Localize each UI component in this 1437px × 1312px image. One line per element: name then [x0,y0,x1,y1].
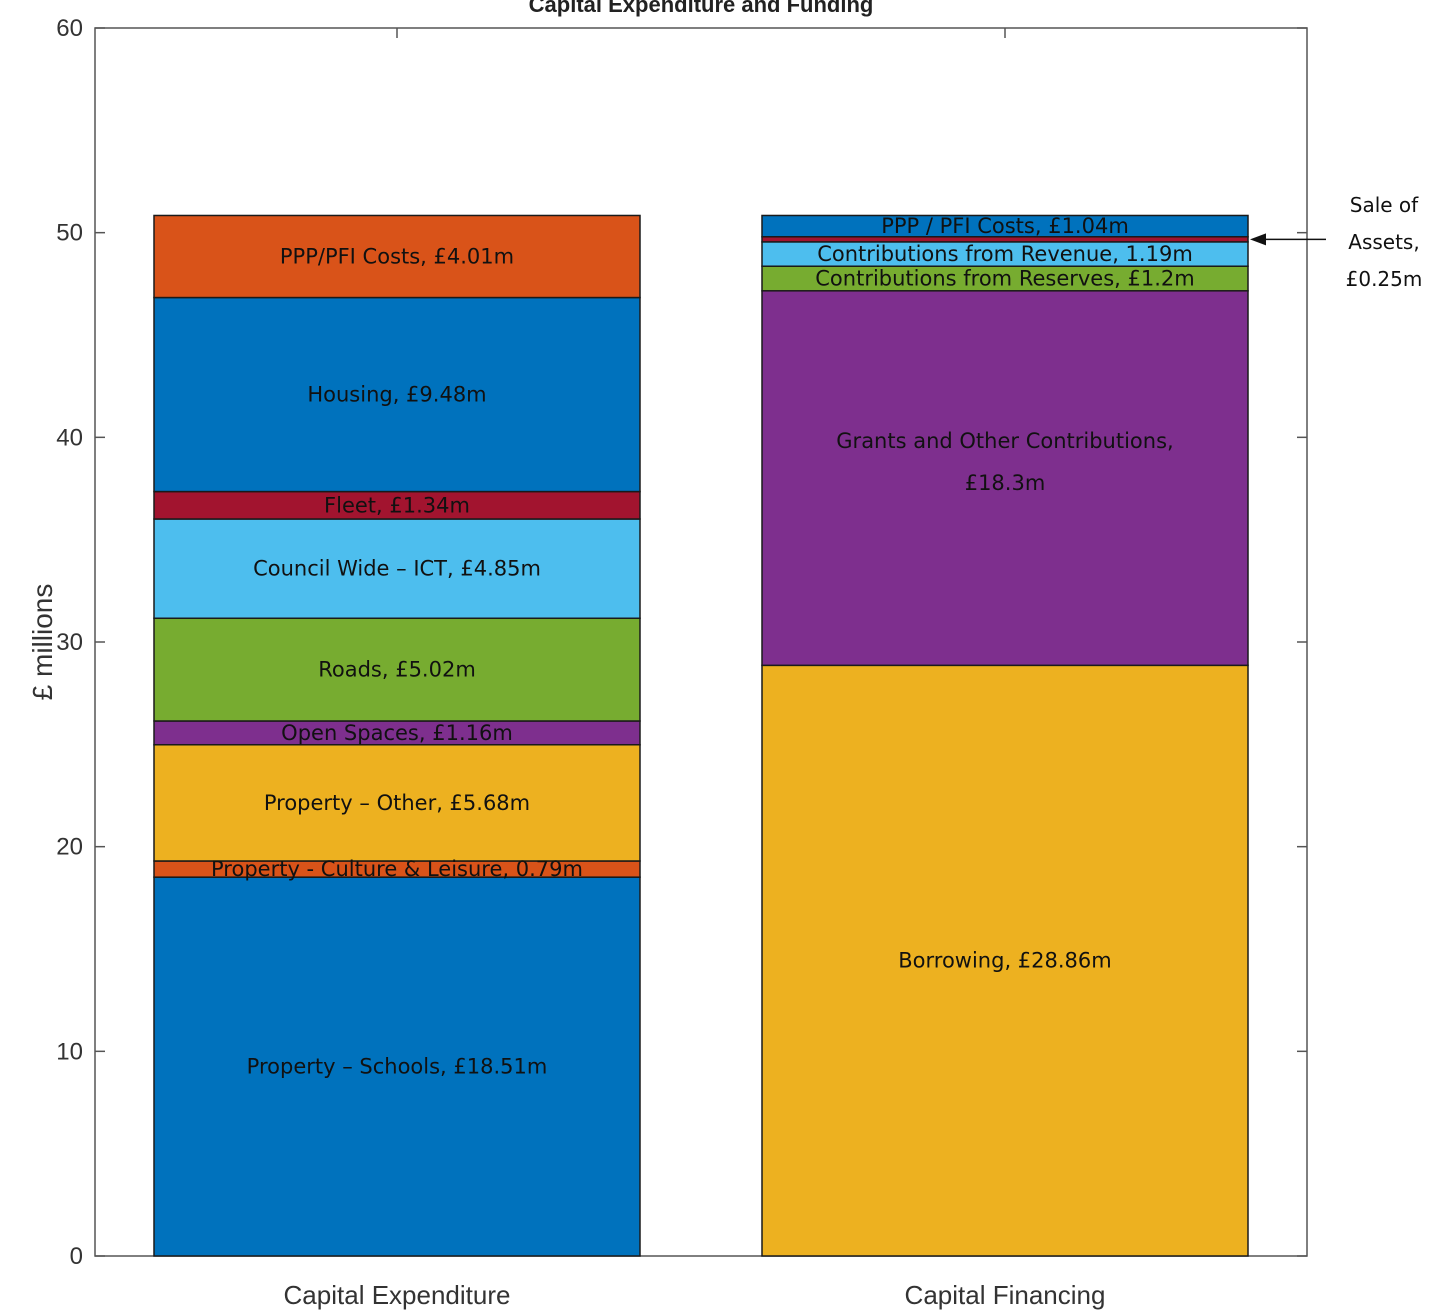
segment-label: Roads, £5.02m [318,658,476,682]
bar-segment-property-schools-18-51m [153,876,641,1257]
segment-label: PPP/PFI Costs, £4.01m [280,245,514,269]
segment-label: Grants and Other Contributions, [836,429,1173,453]
bar-segment-property-other-5-68m [153,743,641,862]
y-tick-label: 0 [70,1243,83,1270]
bar-stacks [153,214,1249,1257]
segment-label: Council Wide – ICT, £4.85m [253,557,541,581]
x-category-label: Capital Financing [905,1280,1106,1310]
bar-segment-roads-5-02m [153,617,641,722]
y-tick-label: 20 [56,834,83,861]
y-axis-ticks: 0 10 20 30 40 50 60 [56,15,1307,1270]
bar-segment-fleet-1-34m [153,490,641,520]
y-axis-label: £ millions [27,584,58,701]
bar-segment-contributions-from-reserves-1-2m [761,265,1249,292]
chart-title: Capital Expenditure and Funding [529,0,874,17]
segment-label: Open Spaces, £1.16m [281,721,513,745]
segment-label-line2: £18.3m [965,471,1046,495]
y-tick-label: 60 [56,15,83,42]
annotation-text-line: £0.25m [1346,267,1423,291]
segment-label: Fleet, £1.34m [324,493,470,517]
segment-label: Borrowing, £28.86m [898,949,1111,973]
x-category-label: Capital Expenditure [284,1280,511,1310]
y-tick-label: 10 [56,1038,83,1065]
segment-label: Property – Other, £5.68m [264,791,530,815]
bar-segment-ppp-pfi-costs-1-04m [761,214,1249,238]
segment-label: Property – Schools, £18.51m [247,1055,548,1079]
segment-label: Housing, £9.48m [307,383,486,407]
segment-labels: Property – Schools, £18.51m Property - Cu… [211,214,1195,1310]
sale-of-assets-annotation: Sale of Assets, £0.25m [1250,193,1422,291]
segment-label: Contributions from Revenue, 1.19m [817,242,1193,266]
annotation-text-line: Sale of [1350,193,1419,217]
bar-segment-ppp-pfi-costs-4-01m [153,214,641,299]
annotation-text-line: Assets, [1348,230,1419,254]
bar-segment-council-wide-ict-4-85m [153,518,641,620]
y-tick-label: 40 [56,424,83,451]
segment-label: PPP / PFI Costs, £1.04m [881,214,1129,238]
segment-label: Property - Culture & Leisure, 0.79m [211,857,583,881]
annotation-arrow-head [1250,233,1266,246]
segment-label: Contributions from Reserves, £1.2m [815,267,1194,291]
y-tick-label: 50 [56,220,83,247]
bar-segment-housing-9-48m [153,296,641,493]
y-tick-label: 30 [56,629,83,656]
bar-segment-borrowing-28-86m [761,664,1249,1257]
